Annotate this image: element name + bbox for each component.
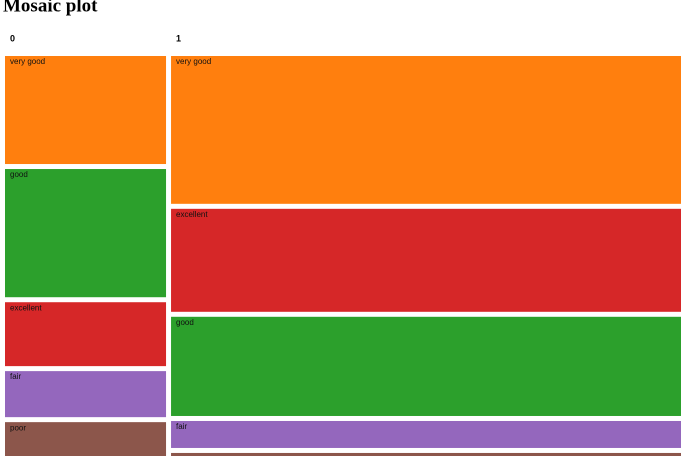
mosaic-tile xyxy=(171,56,682,204)
tile-label: good xyxy=(176,318,194,327)
mosaic-tile xyxy=(5,169,167,298)
mosaic-tile xyxy=(171,452,682,456)
mosaic-tile xyxy=(5,302,167,367)
column-label: 1 xyxy=(176,33,181,43)
tile-label: very good xyxy=(176,57,211,66)
mosaic-tile xyxy=(171,316,682,416)
mosaic-tile xyxy=(5,371,167,418)
tile-label: very good xyxy=(10,57,45,66)
tile-label: poor xyxy=(176,454,192,460)
tile-label: poor xyxy=(10,423,26,432)
tile-label: excellent xyxy=(10,303,42,312)
chart-title: Mosaic plot xyxy=(3,0,98,16)
mosaic-tile xyxy=(5,56,167,165)
mosaic-tile xyxy=(171,208,682,312)
tile-label: excellent xyxy=(176,210,208,219)
tile-label: good xyxy=(10,170,28,179)
tile-label: fair xyxy=(10,372,21,381)
mosaic-tile xyxy=(5,422,167,456)
tile-label: fair xyxy=(176,422,187,431)
mosaic-tile xyxy=(171,420,682,448)
column-label: 0 xyxy=(10,33,15,43)
